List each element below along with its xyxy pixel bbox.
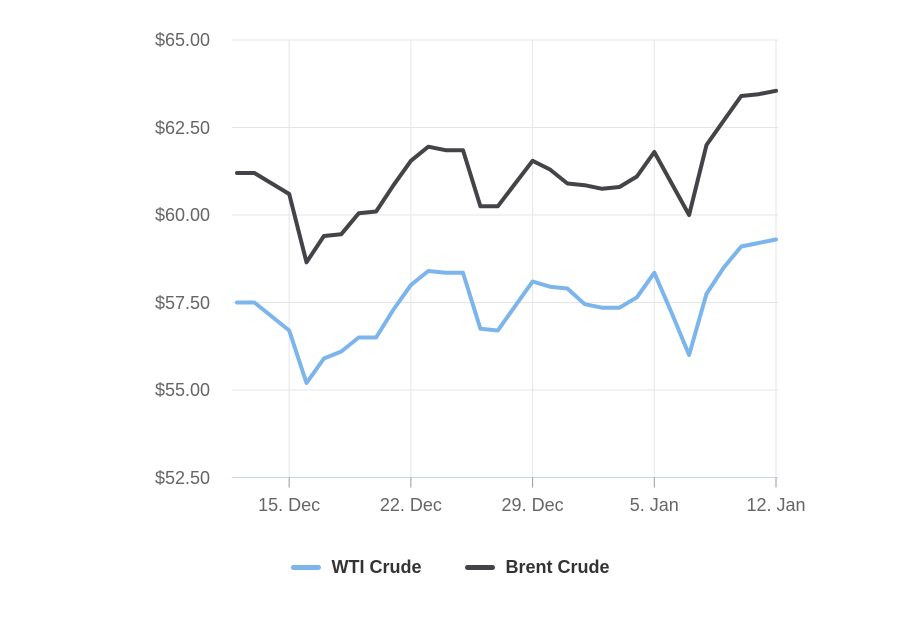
y-axis-label: $65.00 (154, 30, 210, 50)
legend-label-brent-crude: Brent Crude (505, 557, 610, 577)
y-axis-label: $57.50 (154, 292, 210, 313)
legend-item-wti-crude[interactable]: WTI Crude (291, 557, 421, 578)
series-line-wti-crude[interactable] (235, 237, 778, 385)
x-axis-label: 29. Dec (501, 495, 564, 515)
x-axis-label: 12. Jan (746, 495, 806, 515)
series-line-brent-crude[interactable] (235, 88, 778, 265)
y-axis-label: $62.50 (154, 117, 210, 138)
legend-label-wti-crude: WTI Crude (331, 557, 422, 577)
wti-crude-line-swatch (291, 565, 322, 570)
x-axis-label: 5. Jan (629, 495, 679, 515)
y-axis-label: $52.50 (154, 467, 210, 488)
legend: WTI Crude Brent Crude (0, 557, 901, 578)
brent-crude-line-swatch (465, 565, 496, 570)
y-axis-label: $60.00 (154, 205, 210, 225)
x-axis-label: 22. Dec (379, 495, 442, 515)
y-axis-label: $55.00 (154, 380, 210, 400)
legend-item-brent-crude[interactable]: Brent Crude (465, 557, 610, 578)
x-axis-label: 15. Dec (258, 495, 321, 515)
